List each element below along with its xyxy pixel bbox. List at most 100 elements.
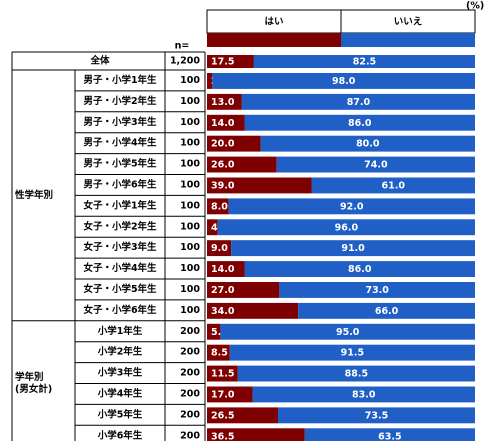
n-label: 100 (180, 75, 200, 86)
bar-segment (207, 365, 238, 382)
value-label: 8.5 (211, 348, 228, 359)
bar-segment (278, 407, 475, 424)
bar-segment (231, 240, 475, 257)
bar-segment (207, 114, 245, 131)
bar-segment (207, 386, 253, 403)
n-label: 100 (180, 305, 200, 316)
category-label: 女子・小学3年生 (83, 241, 157, 253)
category-label: 男子・小学5年生 (83, 158, 157, 170)
value-label: 36.5 (211, 431, 234, 441)
bar-segment (207, 198, 229, 215)
category-label: 女子・小学6年生 (83, 304, 157, 316)
value-label: 80.0 (356, 139, 380, 150)
bar-segment (228, 198, 475, 215)
n-label: 200 (180, 368, 200, 379)
n-label: 200 (180, 347, 200, 358)
n-label: 100 (180, 179, 200, 190)
category-label: 小学1年生 (97, 325, 143, 337)
category-label: 女子・小学5年生 (83, 283, 157, 295)
category-label: 小学5年生 (97, 408, 143, 420)
bar-segment (311, 177, 475, 194)
bar-segment (244, 261, 475, 277)
n-label: 100 (180, 138, 200, 149)
value-label: 91.5 (341, 348, 364, 359)
category-label: 男子・小学3年生 (83, 116, 157, 128)
n-label: 200 (180, 409, 200, 420)
value-label: 13.0 (211, 97, 235, 108)
value-label: 82.5 (353, 57, 376, 68)
bar-segment (253, 55, 475, 68)
category-label: 女子・小学4年生 (83, 262, 157, 274)
category-label: 女子・小学1年生 (83, 199, 157, 211)
value-label: 88.5 (345, 369, 368, 380)
value-label: 87.0 (347, 97, 371, 108)
group-label: 学年別 (15, 371, 44, 383)
category-label: 小学4年生 (97, 387, 143, 399)
value-label: 73.0 (365, 285, 389, 296)
value-label: 61.0 (382, 180, 406, 191)
bar-segment (298, 302, 475, 319)
value-label: 20.0 (211, 139, 235, 150)
bar-segment (207, 73, 213, 89)
value-label: 66.0 (375, 306, 399, 317)
n-label: 100 (180, 263, 200, 274)
category-label: 小学6年生 (97, 429, 143, 441)
group-label: (男女計) (15, 383, 52, 395)
unit-label: (%) (466, 1, 484, 12)
value-label: 98.0 (332, 76, 356, 87)
legend-swatch (341, 33, 475, 47)
bar-segment (260, 135, 475, 152)
n-label: 1,200 (170, 56, 200, 67)
n-label: 100 (180, 117, 200, 128)
value-label: 5.0 (211, 327, 228, 338)
n-label: 100 (180, 242, 200, 253)
bar-segment (207, 428, 305, 441)
bar-segment (207, 323, 221, 340)
n-label: 100 (180, 96, 200, 107)
category-label: 男子・小学6年生 (83, 178, 157, 190)
bar-segment (276, 156, 475, 173)
value-label: 86.0 (348, 264, 372, 275)
bar-segment (207, 219, 218, 236)
category-label: 全体 (89, 55, 110, 67)
value-label: 17.0 (211, 389, 235, 400)
category-label: 男子・小学2年生 (83, 95, 157, 107)
value-label: 11.5 (211, 369, 234, 380)
bar-segment (207, 407, 279, 424)
bar-segment (217, 219, 475, 236)
bar-segment (207, 177, 312, 194)
value-label: 34.0 (211, 306, 235, 317)
legend-swatch (207, 33, 341, 47)
n-label: 200 (180, 430, 200, 441)
n-label: 200 (180, 388, 200, 399)
group-label: 性学年別 (15, 189, 53, 201)
bar-segment (220, 323, 475, 340)
n-label: 200 (180, 326, 200, 337)
value-label: 8.0 (211, 201, 228, 212)
n-label: 100 (180, 221, 200, 232)
bar-segment (279, 282, 475, 298)
legend-label: はい (264, 17, 283, 28)
value-label: 96.0 (335, 222, 359, 233)
n-label: 100 (180, 200, 200, 211)
value-label: 9.0 (211, 243, 228, 254)
bar-segment (252, 386, 475, 403)
value-label: 14.0 (211, 118, 235, 129)
bar-segment (237, 365, 475, 382)
bar-segment (207, 240, 232, 257)
value-label: 39.0 (211, 180, 235, 191)
n-label: 100 (180, 159, 200, 170)
value-label: 26.0 (211, 160, 235, 171)
legend-label: いいえ (394, 17, 423, 28)
bar-segment (207, 135, 261, 152)
n-header: n= (175, 41, 190, 52)
bar-segment (207, 156, 277, 173)
n-label: 100 (180, 284, 200, 295)
bar-segment (229, 344, 475, 361)
value-label: 83.0 (352, 389, 376, 400)
category-label: 男子・小学4年生 (83, 137, 157, 149)
category-label: 男子・小学1年生 (83, 74, 157, 86)
bar-segment (207, 261, 245, 277)
value-label: 91.0 (341, 243, 365, 254)
